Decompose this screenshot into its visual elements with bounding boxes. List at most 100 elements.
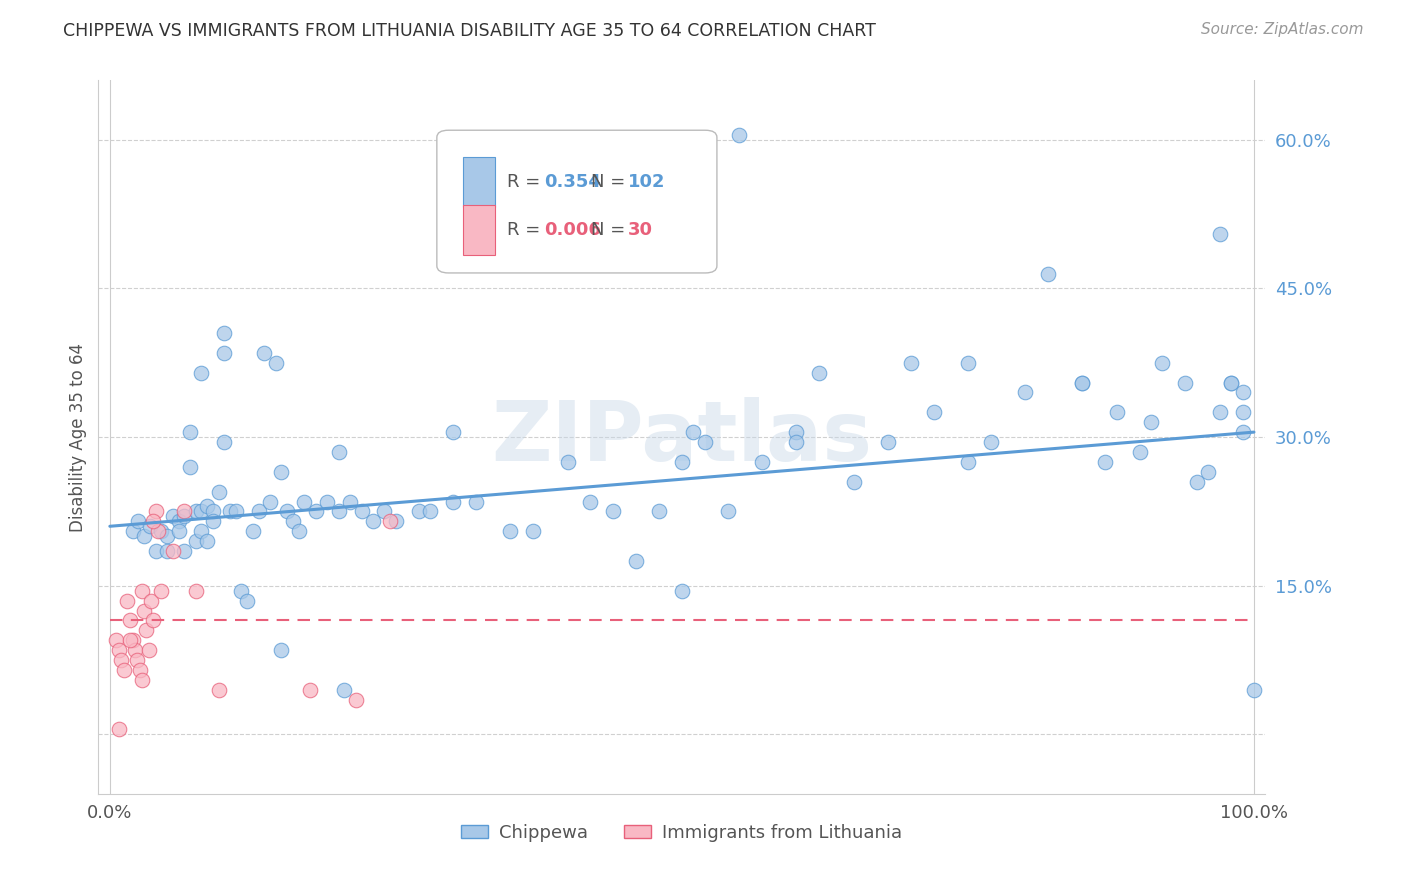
Point [339,494,361,508]
Text: 0.006: 0.006 [544,221,602,239]
Point [127,514,149,528]
Point [328,504,350,518]
Point [156,529,179,543]
Legend: Chippewa, Immigrants from Lithuania: Chippewa, Immigrants from Lithuania [454,817,910,849]
Point [139,593,162,607]
Point [179,459,201,474]
Point [162,544,184,558]
Point [195,534,218,549]
Point [361,514,384,528]
Point [156,544,179,558]
Point [112,663,135,677]
Text: 0.354: 0.354 [544,173,602,191]
Point [1232,425,1254,439]
Point [276,504,298,518]
Point [207,682,229,697]
Point [299,682,322,697]
Point [231,583,253,598]
Text: R =: R = [508,173,546,191]
Text: Source: ZipAtlas.com: Source: ZipAtlas.com [1201,22,1364,37]
Point [557,455,579,469]
Point [328,445,350,459]
Point [373,504,395,518]
Point [121,524,143,539]
Point [1197,465,1219,479]
Point [264,356,287,370]
Text: N =: N = [591,221,631,239]
Point [287,524,309,539]
Point [214,326,236,340]
Point [579,494,602,508]
Text: 30: 30 [628,221,654,239]
Point [270,643,292,657]
Point [131,583,153,598]
Point [150,583,173,598]
Point [441,425,464,439]
Point [1105,405,1128,419]
Point [190,524,212,539]
Point [150,524,173,539]
Point [145,544,167,558]
Point [305,504,328,518]
Point [292,494,315,508]
Point [1220,376,1243,390]
Point [1232,385,1254,400]
Point [385,514,408,528]
Point [190,504,212,518]
Point [179,425,201,439]
Point [142,514,165,528]
Point [344,692,367,706]
Point [408,504,430,518]
Point [922,405,945,419]
Point [145,504,167,518]
Point [1152,356,1174,370]
Point [648,504,671,518]
FancyBboxPatch shape [437,130,717,273]
Point [162,509,184,524]
Text: 102: 102 [628,173,665,191]
Point [1071,376,1094,390]
Point [1140,415,1163,429]
Point [138,643,160,657]
Point [120,633,142,648]
Text: N =: N = [591,173,631,191]
Y-axis label: Disability Age 35 to 64: Disability Age 35 to 64 [69,343,87,532]
Point [1232,405,1254,419]
Point [1094,455,1116,469]
Point [134,603,156,617]
Point [173,504,195,518]
Point [281,514,304,528]
Text: R =: R = [508,221,546,239]
Point [173,509,195,524]
Point [242,524,264,539]
Point [900,356,922,370]
Point [956,356,979,370]
Point [1208,227,1230,241]
Text: ZIPatlas: ZIPatlas [492,397,872,477]
Point [980,435,1002,450]
Point [184,534,207,549]
Point [1174,376,1197,390]
Point [717,504,740,518]
Point [1036,267,1059,281]
Point [1220,376,1243,390]
Point [465,494,488,508]
Point [120,614,142,628]
Point [124,643,146,657]
Point [316,494,339,508]
Point [247,504,270,518]
Point [785,425,807,439]
Point [522,524,544,539]
Point [214,435,236,450]
Point [195,500,218,514]
Point [333,682,356,697]
Text: CHIPPEWA VS IMMIGRANTS FROM LITHUANIA DISABILITY AGE 35 TO 64 CORRELATION CHART: CHIPPEWA VS IMMIGRANTS FROM LITHUANIA DI… [63,22,876,40]
Point [1243,682,1265,697]
Point [108,723,131,737]
Point [876,435,898,450]
Point [1071,376,1094,390]
Point [1014,385,1036,400]
Point [785,435,807,450]
FancyBboxPatch shape [463,205,495,255]
Point [110,653,132,667]
